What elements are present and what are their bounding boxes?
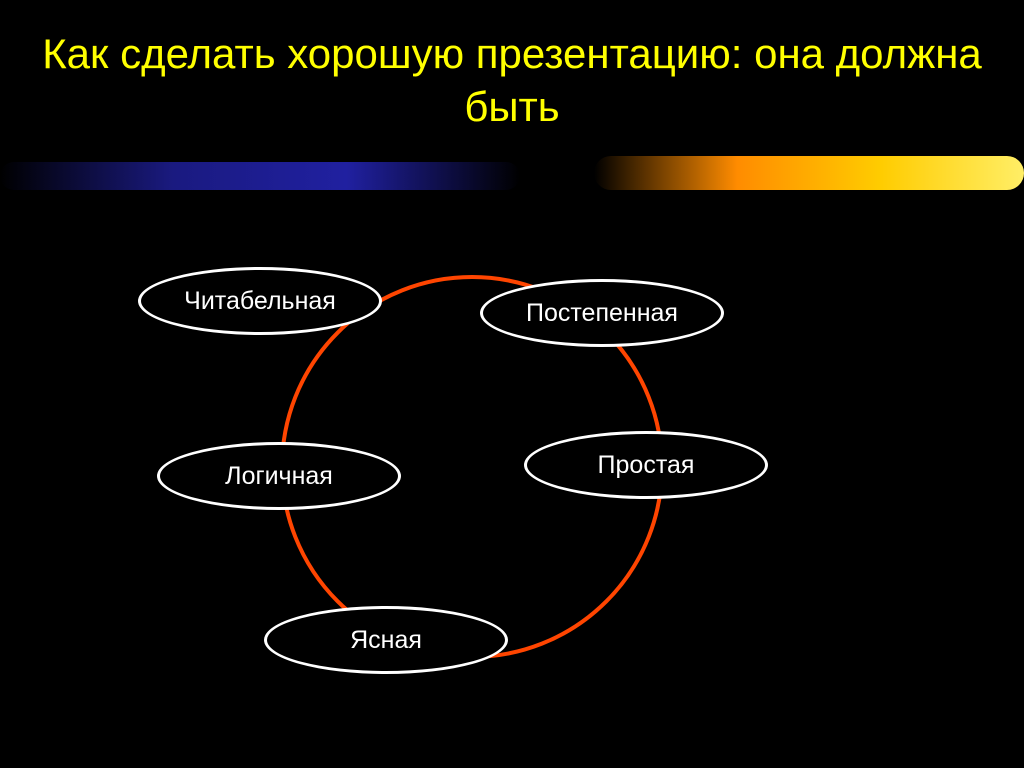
concept-ellipse: Читабельная (138, 267, 382, 335)
concept-label: Простая (598, 451, 695, 480)
decorative-streak-left (0, 162, 520, 190)
concept-ellipse: Логичная (157, 442, 401, 510)
decorative-streak-right (594, 156, 1024, 190)
concept-label: Логичная (225, 462, 333, 491)
concept-label: Читабельная (184, 287, 336, 316)
concept-label: Постепенная (526, 299, 678, 328)
slide-title: Как сделать хорошую презентацию: она дол… (0, 0, 1024, 133)
concept-ellipse: Постепенная (480, 279, 724, 347)
concept-label: Ясная (350, 626, 422, 655)
concept-ellipse: Простая (524, 431, 768, 499)
concept-ellipse: Ясная (264, 606, 508, 674)
